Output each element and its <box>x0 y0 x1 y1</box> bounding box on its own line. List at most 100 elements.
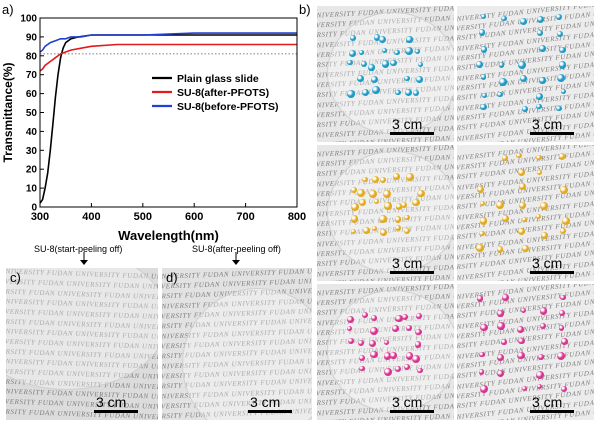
droplet <box>538 45 546 52</box>
caption-after-peeling: SU-8(after-peeling off) <box>192 244 281 254</box>
droplet <box>480 74 486 80</box>
scale-bar <box>390 410 434 413</box>
droplet <box>357 188 365 197</box>
droplet <box>501 155 508 161</box>
droplet <box>391 324 399 332</box>
droplet <box>517 325 524 333</box>
droplet <box>478 29 486 36</box>
droplet <box>480 13 487 20</box>
droplet <box>358 49 364 55</box>
droplet <box>559 309 566 316</box>
droplet <box>539 307 548 315</box>
droplet <box>476 295 484 303</box>
droplet <box>394 365 401 372</box>
droplet <box>561 217 570 226</box>
peeling-arrows <box>80 252 240 265</box>
droplet <box>393 172 401 180</box>
droplet <box>521 106 528 112</box>
droplet <box>401 201 407 208</box>
scale-label: 3 cm <box>532 394 563 410</box>
droplet <box>536 214 542 220</box>
scale-bar <box>530 271 574 274</box>
photo-pink-drops-flat: UNIVERSITY FUDAN UNIVERSITY FUDAN UNIVER… <box>317 284 454 420</box>
photo-after-peeling-off: UNIVERSITY FUDAN UNIVERSITY FUDAN UNIVER… <box>162 268 312 420</box>
droplet <box>384 340 390 346</box>
scale-label: 3 cm <box>250 394 281 410</box>
scale-bar <box>94 410 138 413</box>
droplet <box>351 186 358 193</box>
film-disc <box>6 268 158 390</box>
droplet <box>501 15 507 22</box>
droplet <box>417 189 425 198</box>
y-tick-label-1: 10 <box>26 184 38 195</box>
droplet <box>362 227 370 235</box>
droplet <box>379 215 387 223</box>
droplet <box>412 89 419 96</box>
droplet <box>358 198 367 206</box>
droplet <box>560 185 568 194</box>
droplet <box>415 328 422 336</box>
y-tick-label-6: 60 <box>26 89 38 100</box>
scale-bar <box>530 132 574 135</box>
droplet <box>350 215 359 224</box>
droplet <box>394 49 401 56</box>
droplet <box>560 386 567 393</box>
droplet <box>536 15 545 24</box>
droplet <box>556 14 563 21</box>
y-tick-label-9: 90 <box>26 32 38 43</box>
scale-label: 3 cm <box>392 255 423 271</box>
droplet <box>368 190 377 198</box>
droplet <box>406 352 414 360</box>
droplet <box>368 64 375 71</box>
x-tick-label-3: 600 <box>185 211 203 223</box>
droplet <box>519 182 526 190</box>
droplet <box>560 294 566 301</box>
droplet <box>361 312 369 319</box>
droplet <box>518 202 526 209</box>
droplet <box>521 217 527 223</box>
droplet <box>558 61 567 69</box>
droplet <box>556 105 563 112</box>
transmittance-chart: 300 400 500 600 700 800 0 10 20 30 40 50 60 70 80 90 100… <box>1 14 306 244</box>
photo-yellow-drops-tilted: UNIVERSITY FUDAN UNIVERSITY FUDAN UNIVER… <box>457 145 594 281</box>
droplet <box>347 59 353 65</box>
panel-label-a: a) <box>2 2 14 17</box>
droplet <box>395 314 403 322</box>
droplet <box>390 352 397 359</box>
droplet <box>521 244 529 252</box>
droplet <box>371 315 378 322</box>
droplet <box>380 229 387 236</box>
droplet <box>414 341 422 348</box>
droplet <box>539 323 546 329</box>
scale-bar <box>248 410 292 413</box>
droplet <box>416 76 423 83</box>
scale-bar <box>390 132 434 135</box>
droplet <box>357 340 364 347</box>
droplet <box>496 200 505 209</box>
droplet <box>383 189 392 198</box>
droplet <box>361 88 370 96</box>
droplet <box>497 369 505 378</box>
droplet <box>384 368 392 377</box>
droplet <box>497 354 504 361</box>
scale-label: 3 cm <box>532 116 563 132</box>
droplet <box>373 34 381 41</box>
droplet <box>404 228 411 235</box>
x-axis-label: Wavelength(nm) <box>118 228 219 243</box>
droplet <box>401 313 409 321</box>
droplet <box>536 154 543 161</box>
y-axis-label: Transmittance(%) <box>1 62 15 162</box>
droplet <box>501 339 507 345</box>
y-tick-label-3: 30 <box>26 146 38 157</box>
droplet <box>518 227 526 236</box>
droplet <box>384 202 392 210</box>
droplet <box>383 352 392 360</box>
scale-label: 3 cm <box>532 255 563 271</box>
droplet <box>538 354 545 361</box>
droplet <box>556 30 563 37</box>
droplet <box>417 61 424 68</box>
droplet <box>479 369 485 375</box>
panel-label-b: b) <box>299 2 311 17</box>
droplet <box>405 325 412 332</box>
droplet <box>520 307 526 314</box>
